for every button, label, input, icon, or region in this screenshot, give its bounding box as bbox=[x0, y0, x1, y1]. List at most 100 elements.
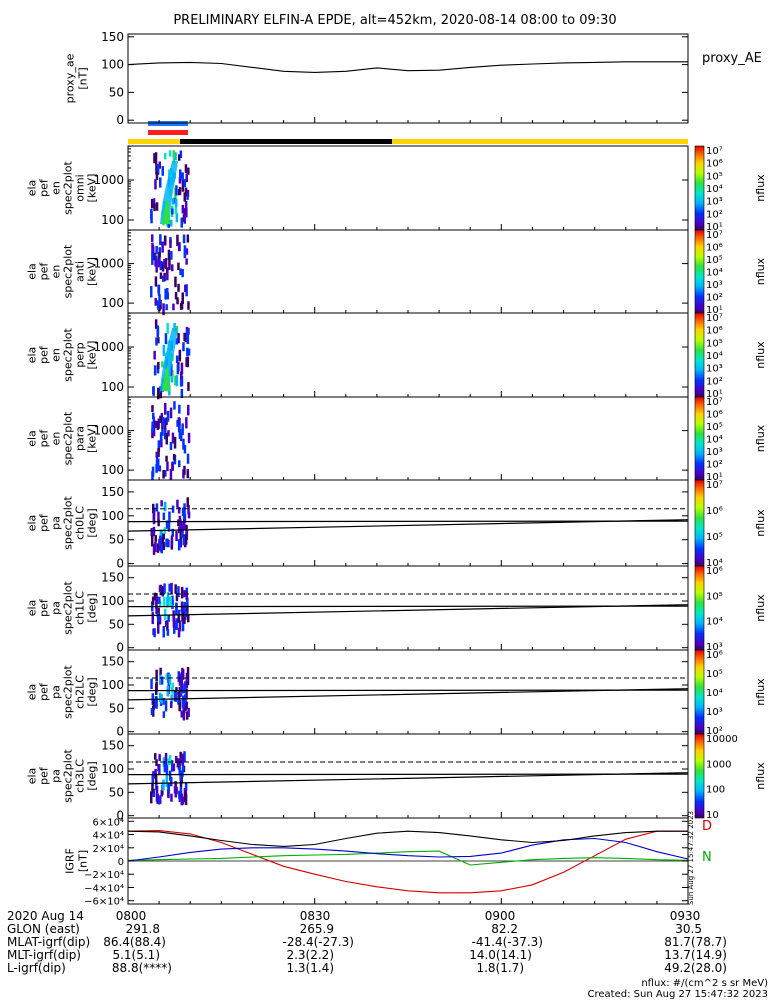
heatmap-cell bbox=[156, 325, 159, 338]
heatmap-cell bbox=[152, 386, 155, 396]
ephem-mlat-2: -41.4(-37.3) bbox=[472, 935, 543, 949]
heatmap-cell bbox=[181, 764, 185, 771]
y-tick-label: 100 bbox=[101, 594, 124, 608]
y-label-line: en bbox=[50, 348, 63, 362]
y-tick-label: 150 bbox=[101, 485, 124, 499]
heatmap-cell bbox=[151, 535, 154, 547]
colorbar: 10000 1000 100 10 nflux bbox=[694, 733, 767, 821]
heatmap-cell bbox=[174, 692, 178, 702]
heatmap-cell bbox=[155, 337, 158, 346]
heatmap-cell bbox=[159, 535, 162, 547]
heatmap-cell bbox=[179, 522, 183, 532]
heatmap-cell bbox=[177, 243, 181, 252]
heatmap-cell bbox=[181, 757, 184, 766]
y-tick-label: 4×10⁴ bbox=[93, 831, 124, 842]
heatmap-cell bbox=[158, 294, 161, 306]
heatmap-cell bbox=[150, 198, 154, 209]
ephem-mlt-3: 13.7(14.9) bbox=[664, 948, 727, 962]
spec-marker-red bbox=[148, 130, 188, 135]
heatmap-cell bbox=[167, 539, 170, 548]
heatmap-cell bbox=[179, 771, 182, 781]
ephem-mlat-0: 86.4(88.4) bbox=[103, 935, 166, 949]
y-label-line: [deg] bbox=[86, 677, 99, 706]
heatmap-cell bbox=[181, 530, 184, 538]
heatmap-cell bbox=[178, 404, 181, 414]
heatmap-cell bbox=[183, 179, 187, 188]
pa-lc-line bbox=[127, 772, 689, 785]
heatmap-cell bbox=[182, 712, 186, 721]
heatmap-cell bbox=[185, 711, 189, 720]
heatmap-cell bbox=[173, 626, 176, 634]
heatmap-cell bbox=[151, 596, 155, 605]
y-label-line: [keV] bbox=[86, 174, 99, 203]
ephem-glon-0: 291.8 bbox=[126, 922, 160, 936]
heatmap-cell bbox=[154, 276, 158, 287]
heatmap-cell bbox=[183, 683, 186, 694]
heatmap-cell bbox=[155, 669, 158, 682]
y-label-line: pef bbox=[38, 429, 51, 448]
heatmap-cell bbox=[164, 608, 167, 620]
day-night-bar-day bbox=[392, 139, 688, 144]
heatmap-cell bbox=[183, 192, 186, 202]
heatmap-cell bbox=[181, 522, 185, 529]
heatmap-cell bbox=[169, 407, 173, 419]
y-label-line: pef bbox=[38, 262, 51, 281]
y-tick-label: 100 bbox=[101, 380, 124, 394]
y-axis-label: ela pef en spec2plot anti [keV] bbox=[26, 244, 99, 298]
heatmap-cell bbox=[155, 759, 158, 767]
heatmap-cell bbox=[175, 531, 178, 542]
heatmap-cell bbox=[177, 671, 180, 683]
ephem-l-1: 1.3(1.4) bbox=[286, 961, 334, 975]
heatmap-cell bbox=[169, 468, 173, 481]
colorbar-tick-label: 10³ bbox=[706, 197, 723, 208]
heatmap-cell bbox=[157, 624, 160, 634]
panel-pa_ch3: 150 100 50 0 ela pef pa spec2plot ch3LC [deg] 1000… bbox=[26, 733, 767, 823]
y-tick-label: 1000 bbox=[93, 173, 124, 187]
heatmap-cell bbox=[159, 673, 162, 685]
y-label-line: ela bbox=[26, 684, 39, 701]
heatmap-cell bbox=[178, 432, 182, 439]
colorbar-scale bbox=[694, 229, 705, 314]
y-label-line: ch0LC bbox=[74, 506, 87, 540]
y-tick-label: 1000 bbox=[93, 424, 124, 438]
ephem-mlat-3: 81.7(78.7) bbox=[664, 935, 727, 949]
y-label-line: para bbox=[74, 426, 87, 451]
heatmap-cell bbox=[155, 503, 159, 512]
y-tick-label: 0 bbox=[116, 725, 124, 739]
y-tick-label: 6×10⁴ bbox=[93, 817, 124, 828]
heatmap-cell bbox=[173, 197, 176, 204]
heatmap-cell bbox=[155, 245, 158, 255]
series-line-2 bbox=[127, 837, 689, 862]
y-axis-label: ela pef en spec2plot omni [keV] bbox=[26, 161, 99, 215]
heatmap-cell bbox=[163, 427, 167, 440]
colorbar-tick-label: 10⁶ bbox=[706, 326, 723, 337]
heatmap-cell bbox=[187, 432, 191, 444]
heatmap-cell bbox=[179, 786, 183, 795]
colorbar-tick-label: 10⁴ bbox=[706, 688, 723, 699]
heatmap-cell bbox=[161, 427, 164, 436]
colorbar-tick-label: 10⁵ bbox=[706, 171, 723, 182]
y-label-line: spec2plot bbox=[62, 496, 75, 550]
heatmap-cell bbox=[164, 700, 168, 712]
heatmap-cell bbox=[177, 609, 181, 618]
colorbar-scale bbox=[694, 649, 705, 735]
heatmap-cell bbox=[166, 461, 169, 472]
heatmap-cell bbox=[160, 586, 164, 595]
heatmap-cell bbox=[167, 680, 171, 690]
ephem-mlt-2: 14.0(14.1) bbox=[469, 948, 532, 962]
heatmap-cell bbox=[174, 206, 178, 214]
heatmap-cell bbox=[176, 758, 180, 768]
heatmap-cell bbox=[171, 462, 174, 471]
heatmap-cell bbox=[181, 770, 184, 778]
ephemeris-table: 2020 Aug 14 0800 0830 0900 0930 GLON (ea… bbox=[7, 909, 727, 975]
heatmap-cell bbox=[151, 784, 154, 794]
heatmap-cell bbox=[178, 349, 182, 362]
heatmap-cell bbox=[160, 543, 163, 554]
y-label-line: en bbox=[50, 181, 63, 195]
heatmap-cell bbox=[167, 249, 171, 261]
colorbar-tick-label: 10⁷ bbox=[706, 480, 723, 491]
y-label-line: spec2plot bbox=[62, 749, 75, 803]
